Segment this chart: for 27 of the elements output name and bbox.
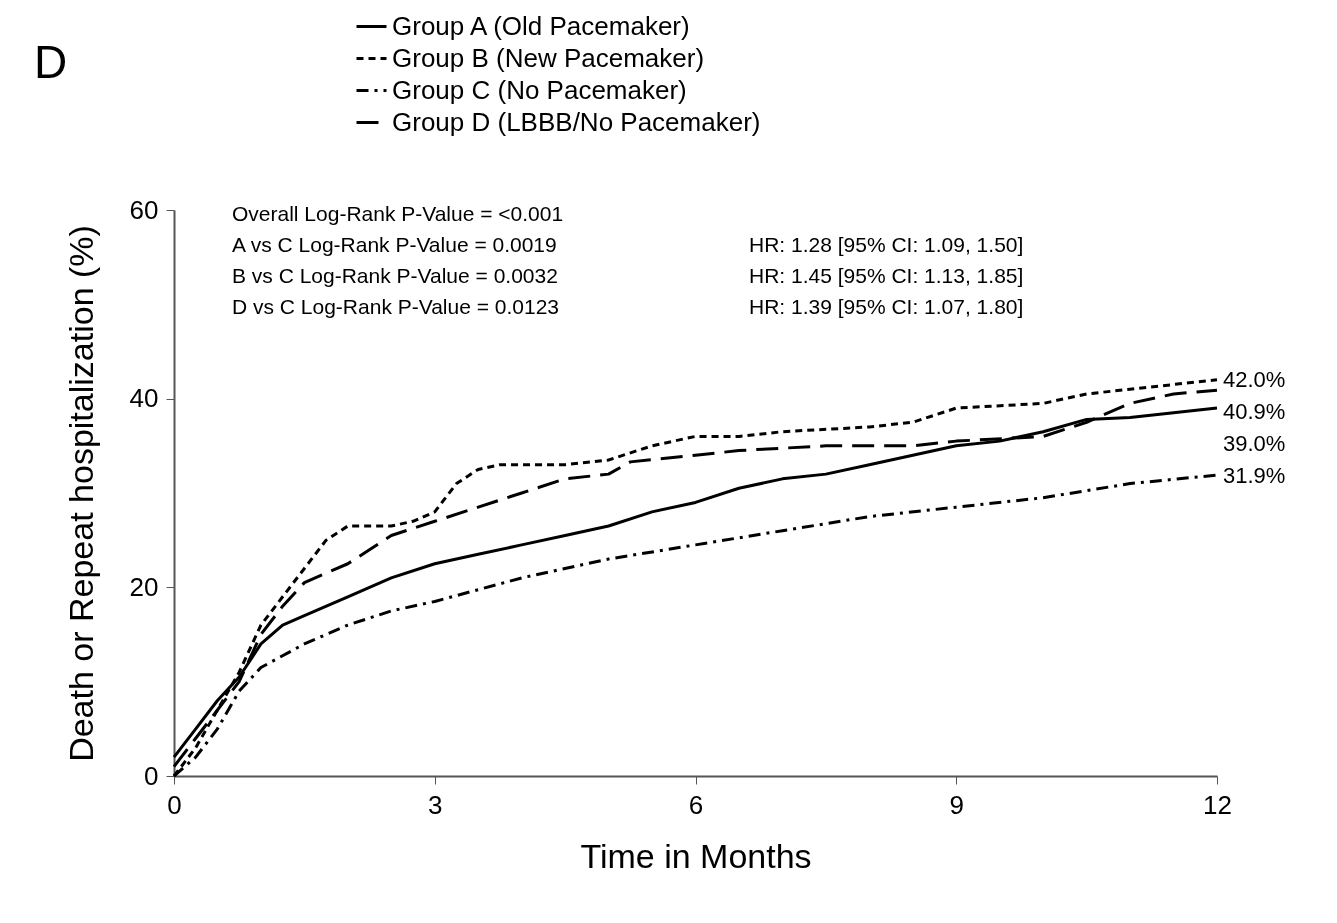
legend-label: Group C (No Pacemaker) bbox=[392, 74, 687, 105]
data-label: 39.0% bbox=[1223, 430, 1286, 456]
x-tick-label: 0 bbox=[167, 789, 182, 820]
annotation: HR: 1.28 [95% CI: 1.09, 1.50] bbox=[749, 233, 1024, 256]
annotation: HR: 1.45 [95% CI: 1.13, 1.85] bbox=[749, 264, 1024, 287]
annotation: Overall Log-Rank P-Value = <0.001 bbox=[232, 202, 564, 225]
data-label: 40.9% bbox=[1223, 398, 1286, 424]
y-tick-label: 60 bbox=[129, 194, 159, 225]
annotation: B vs C Log-Rank P-Value = 0.0032 bbox=[232, 264, 558, 287]
annotation: HR: 1.39 [95% CI: 1.07, 1.80] bbox=[749, 295, 1024, 318]
data-label: 31.9% bbox=[1223, 462, 1286, 488]
x-tick-label: 9 bbox=[949, 789, 964, 820]
annotation: D vs C Log-Rank P-Value = 0.0123 bbox=[232, 295, 560, 318]
chart-title: D bbox=[34, 36, 68, 88]
legend-label: Group D (LBBB/No Pacemaker) bbox=[392, 106, 761, 137]
y-tick-label: 0 bbox=[144, 760, 159, 791]
x-tick-label: 12 bbox=[1203, 789, 1232, 820]
data-label: 42.0% bbox=[1223, 366, 1286, 392]
legend-label: Group B (New Pacemaker) bbox=[392, 42, 705, 73]
x-tick-label: 6 bbox=[688, 789, 704, 820]
x-tick-label: 3 bbox=[428, 789, 443, 820]
annotation: A vs C Log-Rank P-Value = 0.0019 bbox=[232, 233, 557, 256]
y-tick-label: 20 bbox=[129, 571, 159, 602]
y-axis-title: Death or Repeat hospitalization (%) bbox=[61, 225, 100, 762]
x-axis-title: Time in Months bbox=[580, 836, 812, 875]
legend-label: Group A (Old Pacemaker) bbox=[392, 10, 690, 41]
y-tick-label: 40 bbox=[129, 383, 159, 414]
